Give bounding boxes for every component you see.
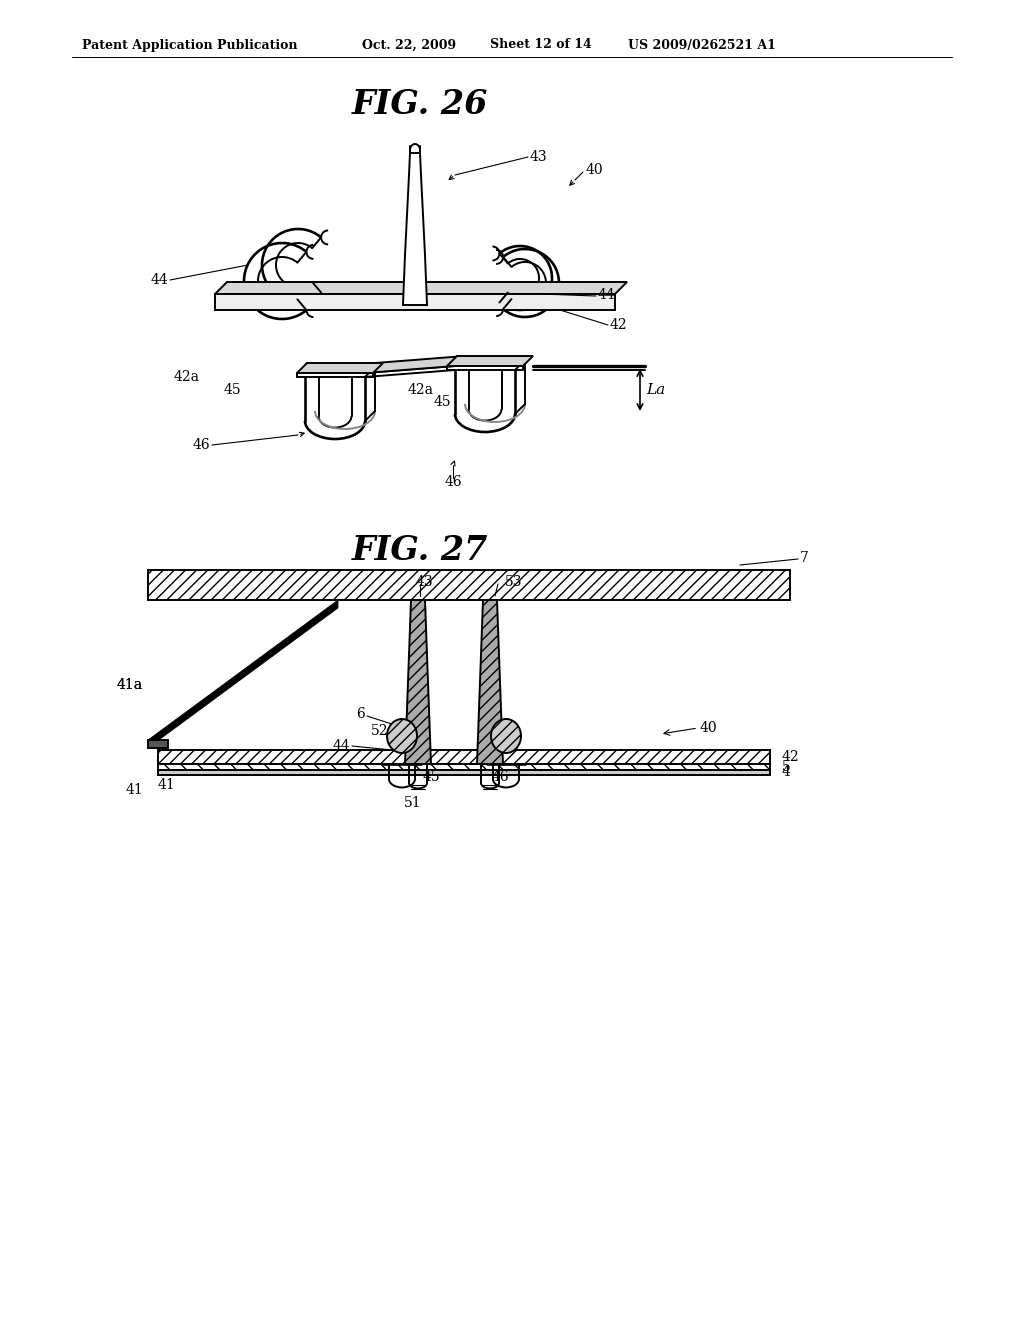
Text: 41a: 41a <box>117 678 143 692</box>
Text: 53: 53 <box>505 576 522 589</box>
Text: 52: 52 <box>371 723 388 738</box>
Text: 43: 43 <box>416 576 433 589</box>
Bar <box>158 750 770 764</box>
Polygon shape <box>403 153 427 305</box>
Bar <box>158 764 770 770</box>
Text: La: La <box>646 383 666 397</box>
Text: 45: 45 <box>224 383 242 397</box>
Polygon shape <box>365 356 465 374</box>
Text: 51: 51 <box>404 796 422 810</box>
Text: Oct. 22, 2009: Oct. 22, 2009 <box>362 38 456 51</box>
Text: Patent Application Publication: Patent Application Publication <box>82 38 298 51</box>
Polygon shape <box>297 363 383 374</box>
Text: 43: 43 <box>530 150 548 164</box>
Text: FIG. 26: FIG. 26 <box>352 88 488 121</box>
Ellipse shape <box>490 719 521 752</box>
Text: 42a: 42a <box>408 383 434 397</box>
Text: 46: 46 <box>193 438 210 451</box>
Polygon shape <box>148 741 168 748</box>
Text: 41: 41 <box>158 777 176 792</box>
Text: 46: 46 <box>444 475 462 488</box>
Ellipse shape <box>387 719 417 752</box>
Bar <box>158 770 770 775</box>
Text: 41a: 41a <box>117 678 143 692</box>
Polygon shape <box>215 294 615 310</box>
Polygon shape <box>406 601 431 764</box>
Text: 6: 6 <box>356 708 365 721</box>
Text: 46: 46 <box>492 770 510 784</box>
Text: 44: 44 <box>332 739 350 752</box>
Text: 45: 45 <box>423 770 440 784</box>
Polygon shape <box>447 356 534 366</box>
Text: 42a: 42a <box>174 370 200 384</box>
Text: Sheet 12 of 14: Sheet 12 of 14 <box>490 38 592 51</box>
Text: 41: 41 <box>125 783 143 797</box>
Polygon shape <box>148 601 338 748</box>
Text: 40: 40 <box>700 721 718 735</box>
Text: 4: 4 <box>782 766 791 779</box>
Text: US 2009/0262521 A1: US 2009/0262521 A1 <box>628 38 776 51</box>
Polygon shape <box>215 282 627 294</box>
Text: 42: 42 <box>782 750 800 764</box>
Bar <box>148 570 790 601</box>
Text: FIG. 27: FIG. 27 <box>352 533 488 566</box>
Text: 7: 7 <box>800 550 809 565</box>
Text: 44: 44 <box>598 288 615 302</box>
Text: 44: 44 <box>151 273 168 286</box>
Text: 40: 40 <box>586 162 603 177</box>
Text: 45: 45 <box>434 395 452 409</box>
Text: 42: 42 <box>610 318 628 333</box>
Polygon shape <box>477 601 503 764</box>
Text: 5: 5 <box>782 760 791 774</box>
